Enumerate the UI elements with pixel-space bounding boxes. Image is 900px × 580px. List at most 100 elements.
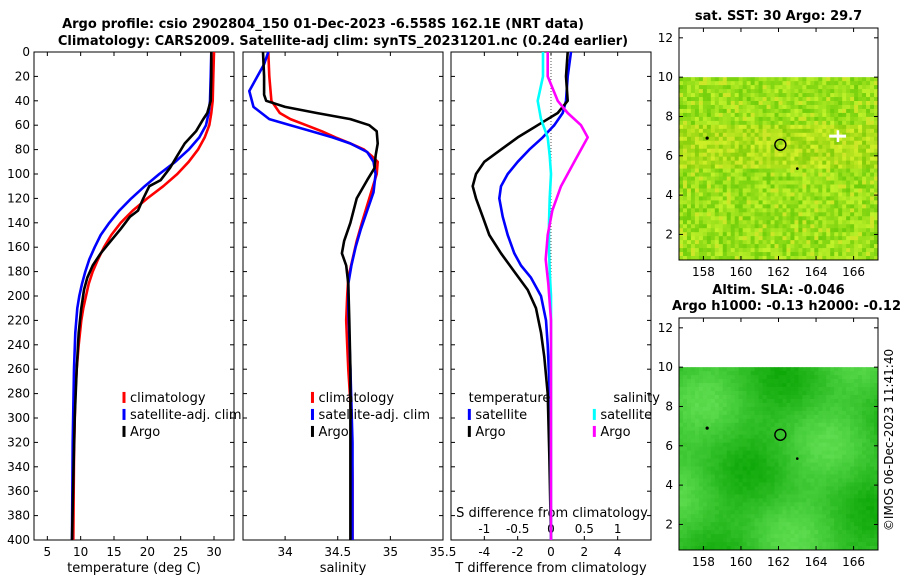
map-cell: [874, 164, 879, 169]
map-cell: [730, 510, 736, 515]
map-cell: [746, 498, 752, 503]
map-cell: [842, 502, 847, 507]
map-cell: [874, 168, 879, 173]
map-cell: [730, 438, 736, 444]
map-cell: [838, 77, 843, 82]
map-cell: [679, 514, 684, 519]
map-cell: [866, 470, 871, 475]
map-cell: [758, 156, 763, 162]
map-cell: [774, 136, 779, 142]
map-cell: [734, 462, 740, 467]
map-cell: [710, 375, 716, 380]
map-cell: [786, 172, 791, 177]
map-cell: [686, 379, 692, 384]
map-cell: [790, 124, 795, 130]
map-cell: [774, 518, 779, 523]
map-cell: [862, 156, 867, 162]
map-cell: [794, 546, 799, 551]
map-cell: [826, 220, 831, 225]
map-cell: [738, 442, 744, 448]
map-cell: [750, 430, 756, 436]
map-cell: [810, 414, 815, 420]
map-cell: [786, 383, 791, 388]
map-cell: [870, 104, 875, 110]
map-cell: [774, 93, 779, 98]
map-cell: [818, 124, 823, 130]
map-cell: [830, 112, 835, 118]
map-cell: [746, 422, 752, 428]
map-cell: [766, 140, 771, 146]
map-cell: [818, 406, 823, 412]
map-cell: [679, 124, 684, 130]
map-cell: [694, 256, 700, 261]
map-cell: [742, 248, 748, 253]
map-cell: [862, 454, 867, 459]
map-cell: [826, 164, 831, 169]
map-cell: [702, 530, 708, 535]
map-cell: [870, 410, 875, 416]
map-cell: [774, 462, 779, 467]
map-cell: [698, 232, 704, 237]
map-cell: [854, 140, 859, 146]
map-cell: [679, 168, 684, 173]
map-cell: [750, 248, 756, 253]
map-cell: [698, 164, 704, 169]
map-cell: [826, 402, 831, 408]
map-cell: [698, 244, 704, 249]
map-cell: [814, 132, 819, 138]
map-cell: [698, 394, 704, 400]
map-cell: [750, 93, 756, 98]
map-cell: [850, 188, 855, 193]
map-cell: [758, 482, 763, 487]
map-cell: [694, 394, 700, 400]
map-cell: [758, 418, 763, 424]
map-cell: [810, 530, 815, 535]
map-cell: [802, 196, 807, 201]
map-cell: [818, 383, 823, 388]
map-cell: [754, 379, 759, 384]
map-cell: [830, 486, 835, 491]
map-cell: [758, 200, 763, 205]
y-tick-label: 10: [658, 360, 673, 374]
map-cell: [694, 212, 700, 217]
map-cell: [842, 104, 847, 110]
map-cell: [746, 474, 752, 479]
map-cell: [746, 152, 752, 158]
map-cell: [802, 184, 807, 189]
map-cell: [798, 394, 803, 400]
map-cell: [786, 132, 791, 138]
map-cell: [774, 232, 779, 237]
map-cell: [714, 192, 720, 197]
map-cell: [722, 256, 728, 261]
map-cell: [762, 97, 767, 102]
map-cell: [742, 132, 748, 138]
map-cell: [782, 144, 787, 150]
map-cell: [802, 104, 807, 110]
map-cell: [714, 148, 720, 154]
map-cell: [770, 538, 775, 543]
map-cell: [682, 85, 688, 90]
map-cell: [830, 89, 835, 94]
map-cell: [690, 256, 696, 261]
map-cell: [766, 212, 771, 217]
map-cell: [690, 414, 696, 420]
map-cell: [690, 140, 696, 146]
x-tick-label: 0: [547, 545, 555, 559]
map-cell: [858, 410, 863, 416]
map-cell: [802, 204, 807, 209]
map-cell: [726, 164, 732, 169]
map-cell: [734, 97, 740, 102]
map-cell: [746, 108, 752, 114]
map-cell: [694, 204, 700, 209]
map-cell: [850, 220, 855, 225]
map-cell: [778, 482, 783, 487]
map-cell: [798, 112, 803, 118]
map-cell: [862, 176, 867, 181]
map-cell: [794, 522, 799, 527]
map-cell: [790, 458, 795, 463]
map-cell: [770, 371, 775, 376]
map-cell: [726, 402, 732, 408]
map-cell: [790, 542, 795, 547]
map-cell: [846, 156, 851, 162]
map-cell: [738, 212, 744, 217]
